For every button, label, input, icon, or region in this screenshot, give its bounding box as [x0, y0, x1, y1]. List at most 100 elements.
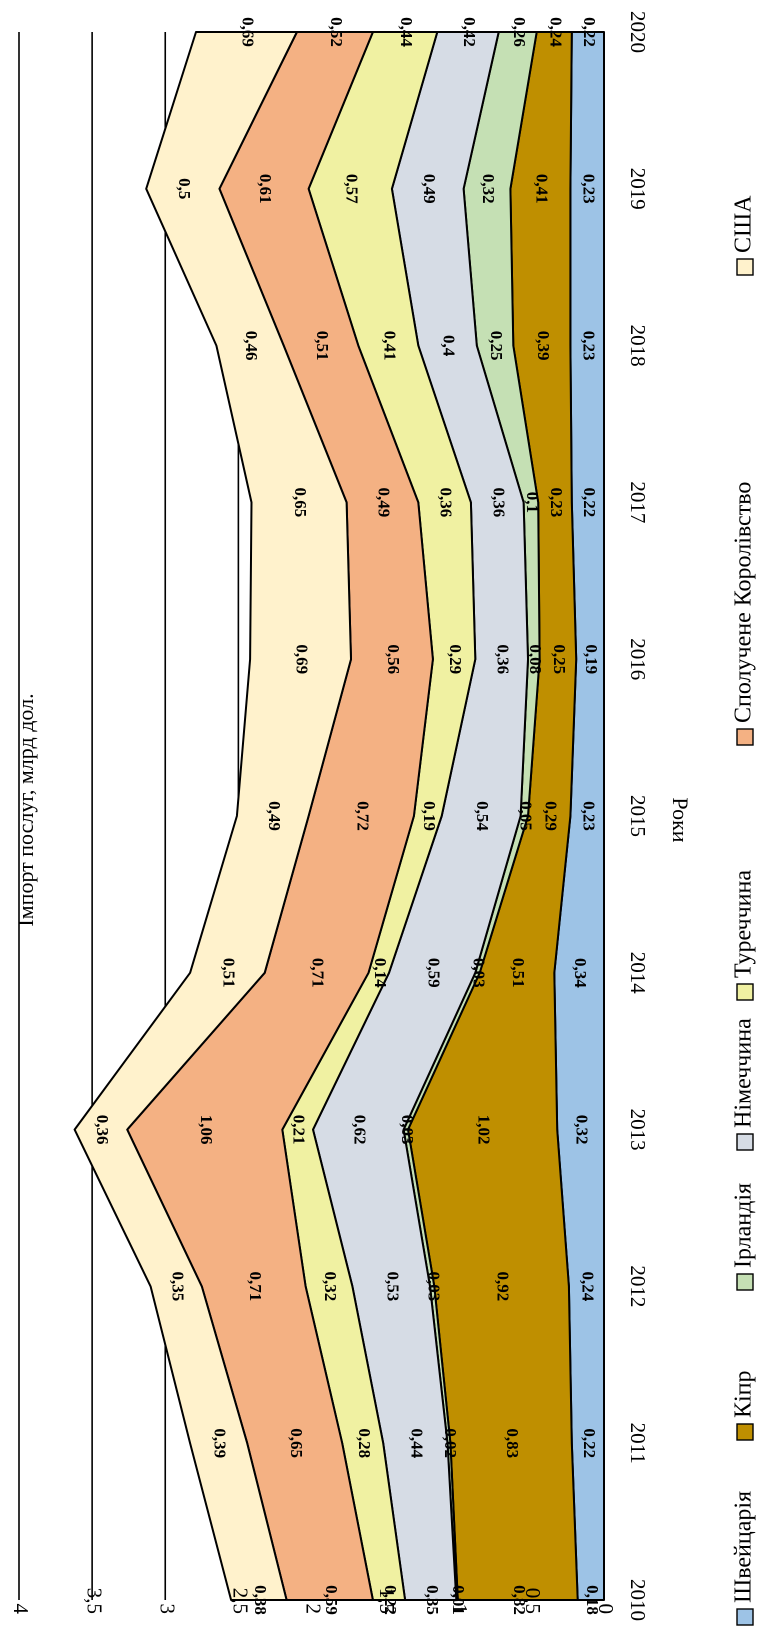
data-label: 0,72	[353, 801, 372, 831]
x-tick-label: 2012	[626, 1265, 650, 1307]
data-label: 0,03	[470, 958, 489, 988]
x-tick-label: 2017	[626, 481, 650, 523]
data-label: 0,1	[523, 492, 542, 513]
data-label: 0,03	[424, 1271, 443, 1301]
x-tick-label: 2020	[626, 11, 650, 53]
data-label: 0,28	[355, 1428, 374, 1458]
data-label: 0,03	[398, 1115, 417, 1145]
data-label: 0,41	[380, 331, 399, 361]
data-label: 0,52	[327, 17, 346, 47]
data-label: 0,54	[473, 801, 492, 831]
y-tick-label: 1	[448, 1603, 472, 1614]
data-label: 0,22	[580, 488, 599, 518]
y-tick-label: 3	[155, 1603, 179, 1614]
data-label: 0,71	[309, 958, 328, 988]
data-label: 0,29	[541, 801, 560, 831]
data-label: 0,36	[489, 488, 508, 518]
data-label: 0,38	[251, 1585, 270, 1615]
x-tick-label: 2014	[626, 952, 650, 995]
y-tick-label: 2	[302, 1604, 326, 1615]
data-label: 0,42	[460, 17, 479, 47]
legend-label: Кіпр	[731, 1370, 757, 1418]
data-label: 0,69	[238, 17, 257, 47]
y-tick-label: 0	[594, 1604, 618, 1615]
data-label: 0,57	[342, 174, 361, 204]
data-label: 0,36	[494, 644, 513, 674]
data-label: 0,59	[424, 958, 443, 988]
data-label: 0,32	[321, 1271, 340, 1301]
data-label: 0,65	[287, 1428, 306, 1458]
data-label: 0,44	[407, 1428, 426, 1458]
data-label: 0,36	[437, 488, 456, 518]
x-tick-label: 2010	[626, 1579, 650, 1621]
data-label: 0,56	[384, 644, 403, 674]
x-tick-label: 2013	[626, 1109, 650, 1151]
area-series	[73, 31, 605, 1601]
x-tick-label: 2011	[626, 1423, 650, 1464]
data-label: 0,01	[449, 1585, 468, 1615]
y-tick-label: 3,5	[82, 1588, 106, 1614]
data-label: 0,29	[446, 644, 465, 674]
y-axis-ticks: 0 0,5 1 1,5 2 2,5 3 3,5 4	[9, 1588, 618, 1615]
data-label: 0,41	[532, 174, 551, 204]
data-label: 0,24	[579, 1271, 598, 1301]
data-label: 0,39	[211, 1428, 230, 1458]
data-label: 0,51	[219, 958, 238, 988]
data-label: 1,02	[475, 1115, 494, 1145]
legend-label: США	[731, 195, 757, 253]
data-label: 0,21	[290, 1115, 309, 1145]
legend-label: Швейцарія	[731, 1491, 757, 1603]
data-label: 0,62	[350, 1115, 369, 1145]
data-label: 0,71	[246, 1272, 265, 1302]
data-label: 0,26	[510, 17, 529, 47]
data-label: 0,22	[580, 1428, 599, 1458]
data-label: 0,23	[579, 801, 598, 831]
legend: Швейцарія Кіпр Ірландія Німеччина Туреччина С…	[731, 195, 757, 1626]
legend-swatch	[736, 1423, 754, 1441]
legend-label: Туреччина	[731, 870, 757, 978]
legend-swatch	[736, 258, 754, 276]
data-label: 0,19	[582, 644, 601, 674]
data-label: 0,5	[175, 178, 194, 199]
data-label: 0,19	[420, 801, 439, 831]
data-label: 0,53	[383, 1272, 402, 1302]
data-label: 0,49	[265, 801, 284, 831]
data-label: 0,25	[550, 644, 569, 674]
data-label: 0,23	[579, 174, 598, 204]
data-label: 0,49	[374, 488, 393, 518]
legend-swatch	[736, 728, 754, 746]
data-label: 0,83	[503, 1428, 522, 1458]
data-label: 0,32	[479, 174, 498, 204]
data-label: 0,82	[510, 1585, 529, 1615]
data-label: 0,49	[420, 174, 439, 204]
y-tick-label: 2,5	[229, 1588, 253, 1614]
data-label: 0,24	[546, 17, 565, 47]
data-label: 0,35	[168, 1272, 187, 1302]
legend-swatch	[736, 983, 754, 1001]
data-label: 0,39	[534, 331, 553, 361]
data-label: 0,18	[583, 1585, 602, 1615]
x-tick-label: 2015	[626, 795, 650, 837]
data-label: 0,02	[441, 1428, 460, 1458]
y-tick-label: 1,5	[375, 1588, 399, 1614]
legend-swatch	[736, 1608, 754, 1626]
data-label: 1,06	[197, 1115, 216, 1145]
data-label: 0,4	[440, 335, 459, 357]
data-label: 0,08	[526, 644, 545, 674]
legend-swatch	[736, 1133, 754, 1151]
data-label: 0,14	[371, 958, 390, 988]
data-label: 0,34	[571, 958, 590, 988]
data-label: 0,51	[313, 331, 332, 361]
x-axis-title: Роки	[668, 797, 693, 842]
legend-label: Німеччина	[731, 1018, 757, 1128]
data-label: 0,51	[509, 958, 528, 988]
data-label: 0,65	[291, 487, 310, 517]
data-label: 0,22	[381, 1585, 400, 1615]
data-label: 0,23	[579, 331, 598, 361]
data-label: 0,46	[242, 331, 261, 361]
data-label: 0,36	[93, 1115, 112, 1145]
x-axis-ticks: 2010 2011 2012 2013 2014 2015 2016 2017 2018 2019…	[626, 11, 650, 1621]
legend-swatch	[736, 1273, 754, 1291]
x-tick-label: 2016	[626, 638, 650, 680]
